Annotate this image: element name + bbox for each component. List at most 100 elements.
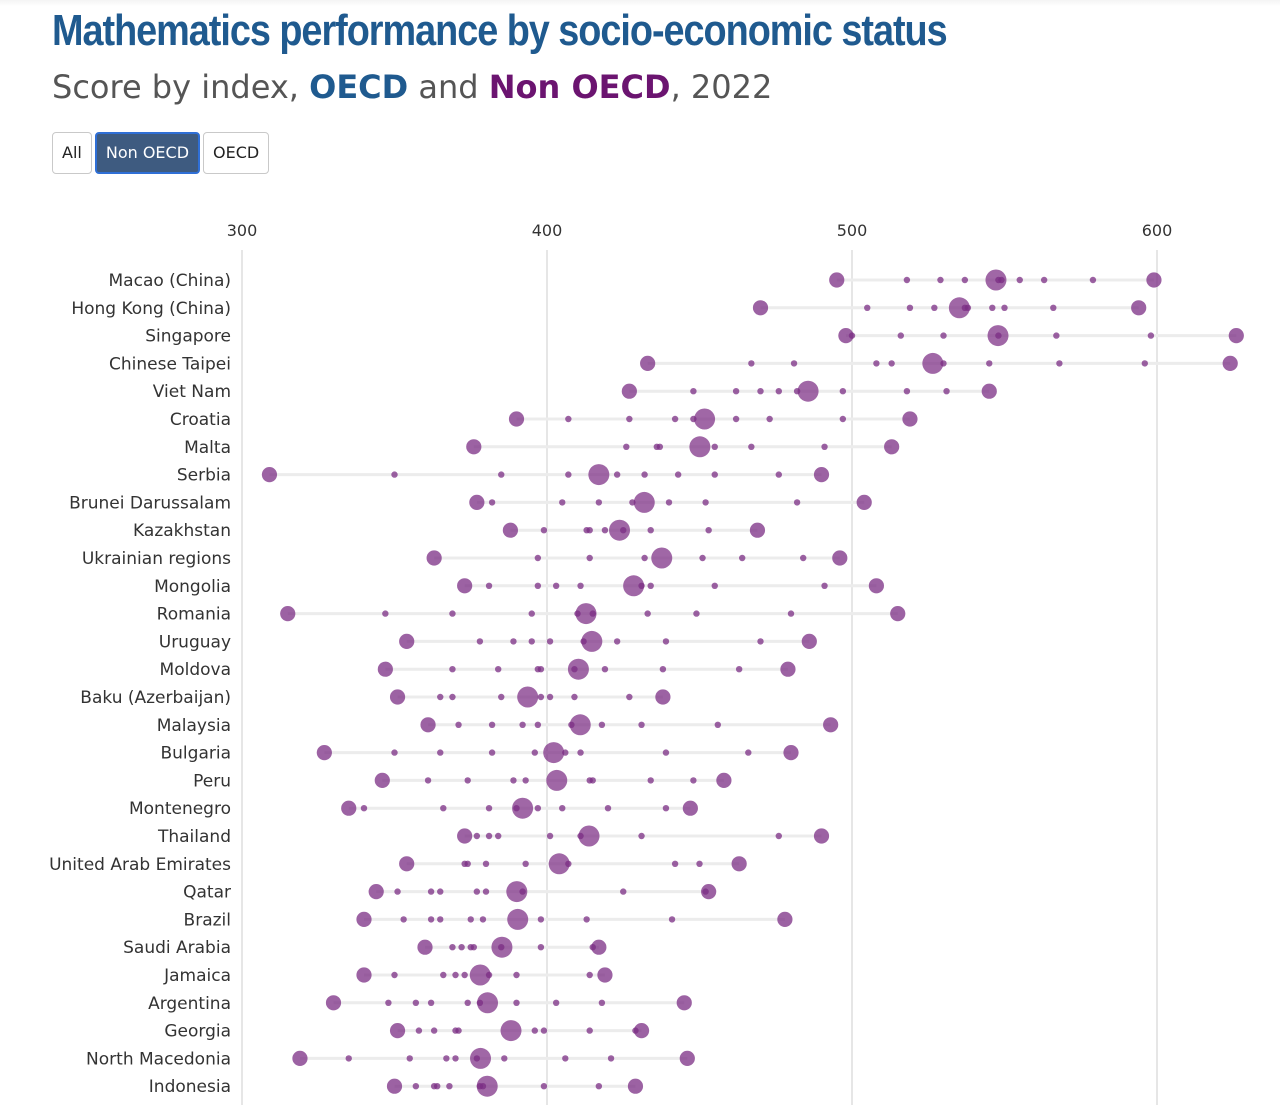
data-point [693, 610, 700, 617]
data-point [522, 777, 529, 784]
data-point [589, 777, 596, 784]
mean-point [588, 464, 610, 486]
data-point [604, 805, 612, 812]
data-point [461, 971, 468, 979]
data-point [534, 582, 542, 589]
data-point [745, 749, 752, 756]
data-point [766, 415, 773, 423]
data-point [476, 638, 484, 645]
data-point [440, 805, 447, 812]
country-label: Brunei Darussalam [69, 493, 231, 513]
data-point [394, 888, 401, 895]
data-point [613, 471, 621, 478]
country-label: Georgia [164, 1022, 231, 1042]
data-point [783, 745, 799, 761]
subtitle-suffix: , 2022 [670, 68, 773, 106]
data-point [668, 916, 676, 923]
data-point [641, 471, 648, 478]
data-point [510, 777, 517, 784]
mean-point [543, 742, 565, 764]
country-label: Thailand [157, 827, 231, 847]
country-label: Argentina [148, 994, 231, 1014]
data-point [345, 1055, 352, 1062]
data-point [696, 860, 703, 867]
data-point [577, 749, 584, 756]
data-point [360, 805, 368, 812]
data-point [839, 388, 847, 395]
data-point [280, 606, 296, 622]
data-point [391, 971, 398, 979]
data-point [711, 471, 718, 478]
mean-point [500, 1020, 522, 1042]
data-point [641, 554, 648, 562]
data-point [452, 1055, 459, 1062]
data-point [627, 1078, 644, 1094]
mean-point [609, 519, 631, 541]
data-point [420, 717, 436, 733]
data-point [446, 1083, 453, 1090]
data-point [586, 1027, 593, 1034]
data-point [552, 999, 560, 1006]
data-point [864, 304, 871, 311]
data-point [377, 661, 393, 677]
data-point [888, 360, 895, 367]
data-point [427, 916, 435, 923]
data-point [961, 276, 969, 284]
data-point [813, 467, 830, 483]
data-point [749, 522, 766, 538]
data-point [591, 939, 607, 955]
data-point [325, 995, 342, 1011]
data-point [621, 383, 637, 399]
country-label: Bulgaria [161, 744, 232, 764]
data-point [479, 916, 487, 923]
mean-point [506, 881, 528, 903]
data-point [793, 499, 801, 506]
x-tick-label-600: 600 [1142, 221, 1173, 240]
data-point [665, 499, 673, 506]
data-point [382, 610, 389, 617]
data-point [513, 971, 520, 979]
data-point [466, 439, 482, 455]
data-point [537, 916, 545, 923]
data-point [832, 550, 848, 566]
data-point [1040, 276, 1048, 284]
data-point [626, 693, 633, 701]
data-point [531, 749, 538, 756]
filter-oecd-button[interactable]: OECD [203, 132, 270, 174]
country-label: Hong Kong (China) [71, 299, 231, 319]
country-label: Qatar [183, 883, 231, 903]
mean-point [491, 936, 513, 958]
country-label: Moldova [160, 660, 231, 680]
country-label: Malta [184, 438, 231, 458]
data-point [437, 888, 444, 895]
data-point [856, 494, 872, 510]
data-point [488, 749, 496, 756]
mean-point [569, 714, 591, 736]
data-point [434, 1083, 441, 1090]
mean-point [689, 436, 711, 458]
filter-all-button[interactable]: All [52, 132, 92, 174]
data-point [485, 805, 493, 812]
data-point [488, 721, 496, 728]
filter-non-oecd-button[interactable]: Non OECD [94, 132, 201, 174]
data-point [1001, 304, 1008, 311]
mean-point [985, 269, 1007, 291]
data-point [671, 415, 679, 423]
data-point [473, 832, 481, 840]
data-point [426, 550, 442, 566]
data-point [427, 999, 435, 1006]
data-point [412, 999, 420, 1006]
mean-point [623, 575, 645, 597]
data-point [775, 471, 782, 478]
data-point [440, 971, 447, 979]
data-point [884, 439, 900, 455]
data-point [640, 355, 656, 371]
data-point [676, 995, 692, 1011]
data-point [1141, 360, 1149, 367]
data-point [508, 411, 525, 427]
mean-point [922, 352, 944, 374]
data-point [502, 522, 518, 538]
mean-point [546, 769, 568, 791]
data-point [586, 527, 593, 534]
mean-point [517, 686, 539, 708]
